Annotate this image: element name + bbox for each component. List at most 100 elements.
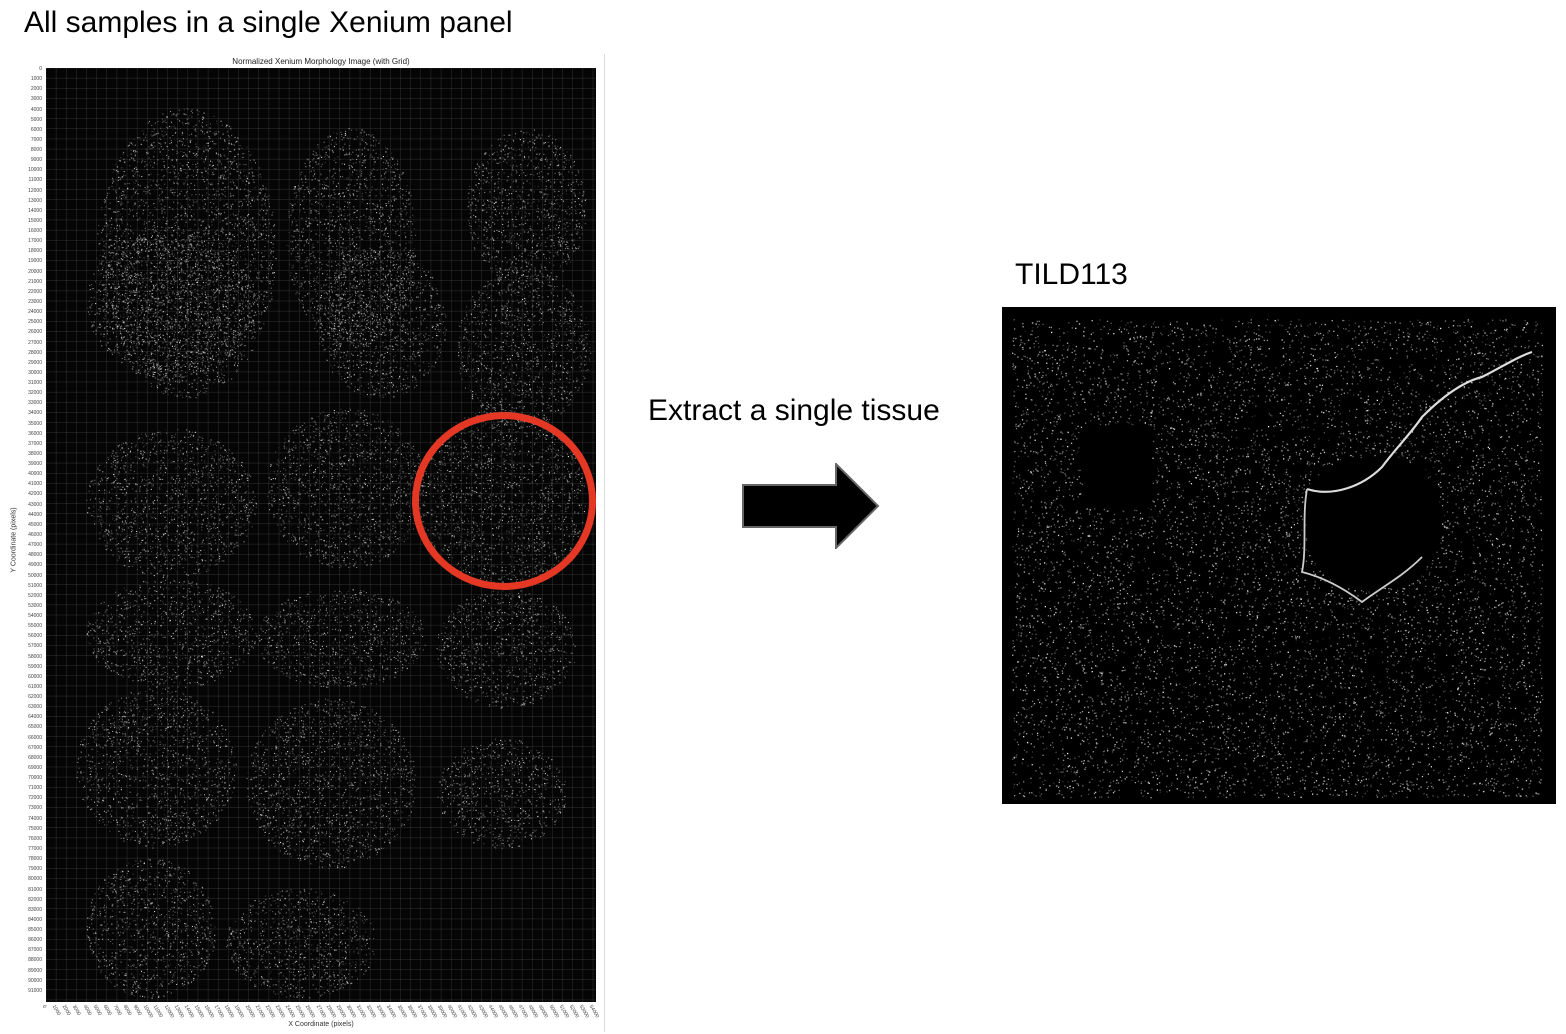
y-tick-label: 4000 (0, 107, 42, 113)
step-label: Extract a single tissue (648, 394, 940, 428)
x-tick-label: 3000 (71, 1004, 82, 1017)
y-tick-label: 64000 (0, 714, 42, 720)
y-tick-label: 35000 (0, 421, 42, 427)
main-title: All samples in a single Xenium panel (24, 6, 513, 40)
y-tick-label: 61000 (0, 684, 42, 690)
y-tick-label: 76000 (0, 836, 42, 842)
y-tick-label: 33000 (0, 400, 42, 406)
y-tick-label: 39000 (0, 461, 42, 467)
y-tick-label: 25000 (0, 319, 42, 325)
y-tick-label: 88000 (0, 957, 42, 963)
y-tick-label: 60000 (0, 674, 42, 680)
y-tick-label: 75000 (0, 826, 42, 832)
y-tick-label: 68000 (0, 755, 42, 761)
y-tick-label: 63000 (0, 704, 42, 710)
y-tick-label: 55000 (0, 623, 42, 629)
y-tick-label: 37000 (0, 441, 42, 447)
tissue-svg (1012, 319, 1544, 799)
y-tick-label: 8000 (0, 147, 42, 153)
y-tick-label: 16000 (0, 228, 42, 234)
y-tick-label: 36000 (0, 431, 42, 437)
y-tick-label: 0 (0, 66, 42, 72)
y-tick-label: 49000 (0, 562, 42, 568)
y-tick-label: 2000 (0, 86, 42, 92)
x-tick-label: 0 (41, 1004, 48, 1009)
y-tick-label: 79000 (0, 866, 42, 872)
y-tick-label: 12000 (0, 188, 42, 194)
y-tick-label: 89000 (0, 968, 42, 974)
y-tick-label: 42000 (0, 491, 42, 497)
y-tick-label: 24000 (0, 309, 42, 315)
y-tick-label: 41000 (0, 481, 42, 487)
y-tick-label: 14000 (0, 208, 42, 214)
y-tick-label: 67000 (0, 745, 42, 751)
y-tick-label: 27000 (0, 340, 42, 346)
x-axis-title: X Coordinate (pixels) (46, 1021, 596, 1028)
y-tick-label: 90000 (0, 978, 42, 984)
plot-title: Normalized Xenium Morphology Image (with… (46, 57, 596, 66)
y-tick-label: 29000 (0, 360, 42, 366)
y-tick-label: 80000 (0, 876, 42, 882)
y-tick-label: 74000 (0, 816, 42, 822)
y-tick-label: 65000 (0, 724, 42, 730)
y-tick-label: 10000 (0, 167, 42, 173)
y-tick-label: 34000 (0, 410, 42, 416)
y-tick-label: 50000 (0, 573, 42, 579)
y-tick-label: 52000 (0, 593, 42, 599)
y-tick-label: 59000 (0, 664, 42, 670)
y-tick-label: 31000 (0, 380, 42, 386)
y-tick-label: 78000 (0, 856, 42, 862)
y-tick-label: 32000 (0, 390, 42, 396)
y-tick-label: 83000 (0, 907, 42, 913)
y-tick-label: 57000 (0, 643, 42, 649)
y-tick-label: 43000 (0, 502, 42, 508)
y-tick-label: 3000 (0, 96, 42, 102)
y-tick-label: 58000 (0, 654, 42, 660)
y-tick-label: 72000 (0, 795, 42, 801)
y-tick-label: 87000 (0, 947, 42, 953)
y-tick-label: 18000 (0, 248, 42, 254)
y-axis-title: Y Coordinate (pixels) (11, 507, 18, 572)
y-tick-label: 17000 (0, 238, 42, 244)
y-tick-label: 66000 (0, 735, 42, 741)
y-tick-label: 15000 (0, 218, 42, 224)
y-tick-label: 23000 (0, 299, 42, 305)
y-tick-label: 48000 (0, 552, 42, 558)
y-tick-label: 71000 (0, 785, 42, 791)
y-tick-label: 62000 (0, 694, 42, 700)
y-tick-label: 7000 (0, 137, 42, 143)
y-tick-label: 30000 (0, 370, 42, 376)
x-tick-label: 5000 (91, 1004, 102, 1017)
y-tick-label: 51000 (0, 583, 42, 589)
y-tick-label: 70000 (0, 775, 42, 781)
y-tick-label: 47000 (0, 542, 42, 548)
x-tick-label: 54000 (588, 1004, 600, 1019)
y-tick-label: 5000 (0, 117, 42, 123)
y-tick-label: 86000 (0, 937, 42, 943)
y-tick-label: 85000 (0, 927, 42, 933)
y-tick-label: 40000 (0, 471, 42, 477)
y-tick-label: 56000 (0, 633, 42, 639)
selected-tissue-circle (412, 412, 596, 590)
y-tick-label: 53000 (0, 603, 42, 609)
y-tick-label: 54000 (0, 613, 42, 619)
y-tick-label: 6000 (0, 127, 42, 133)
x-tick-label: 7000 (112, 1004, 123, 1017)
extracted-tissue-image (1002, 307, 1556, 804)
y-tick-label: 81000 (0, 887, 42, 893)
y-tick-label: 28000 (0, 350, 42, 356)
y-tick-label: 13000 (0, 198, 42, 204)
x-tick-label: 8000 (122, 1004, 133, 1017)
y-tick-label: 91000 (0, 988, 42, 994)
y-tick-label: 45000 (0, 522, 42, 528)
y-tick-label: 73000 (0, 805, 42, 811)
y-tick-label: 69000 (0, 765, 42, 771)
tissue-label: TILD113 (1015, 258, 1128, 292)
y-tick-label: 77000 (0, 846, 42, 852)
y-tick-label: 26000 (0, 329, 42, 335)
x-tick-label: 6000 (102, 1004, 113, 1017)
y-tick-label: 82000 (0, 897, 42, 903)
y-tick-label: 1000 (0, 76, 42, 82)
y-tick-label: 21000 (0, 279, 42, 285)
figure-border (604, 54, 605, 1032)
